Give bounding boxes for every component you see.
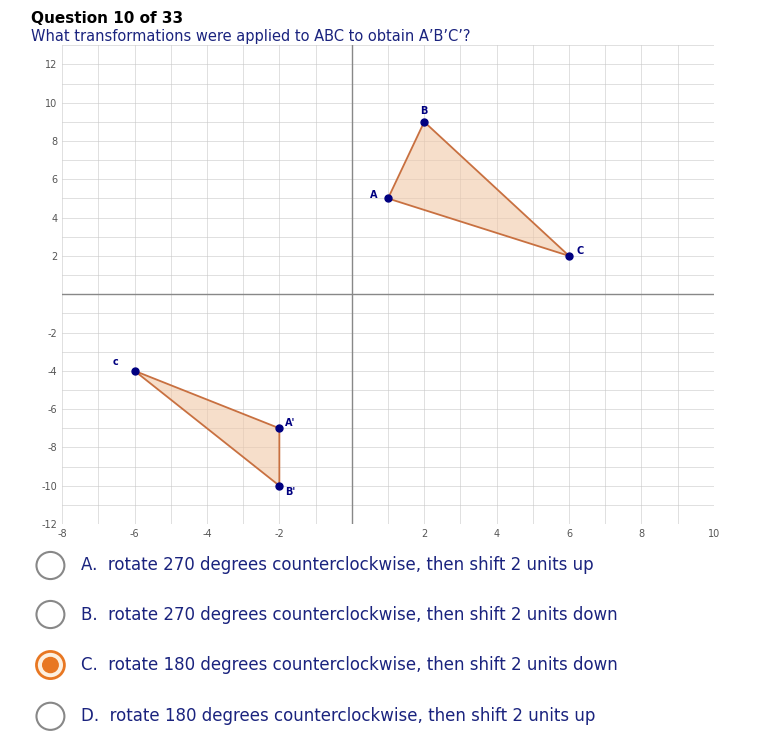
Text: A.  rotate 270 degrees counterclockwise, then shift 2 units up: A. rotate 270 degrees counterclockwise, … [81, 556, 594, 575]
Text: What transformations were applied to ABC to obtain A’B’C’?: What transformations were applied to ABC… [31, 29, 470, 44]
Text: A': A' [285, 418, 295, 428]
Text: B: B [421, 106, 428, 116]
Text: B.  rotate 270 degrees counterclockwise, then shift 2 units down: B. rotate 270 degrees counterclockwise, … [81, 605, 618, 624]
Text: A: A [370, 191, 377, 201]
Text: B': B' [285, 487, 295, 498]
Text: C: C [577, 246, 584, 256]
Text: Question 10 of 33: Question 10 of 33 [31, 11, 183, 26]
Text: C.  rotate 180 degrees counterclockwise, then shift 2 units down: C. rotate 180 degrees counterclockwise, … [81, 656, 618, 674]
Polygon shape [134, 371, 279, 486]
Polygon shape [388, 122, 569, 256]
Text: D.  rotate 180 degrees counterclockwise, then shift 2 units up: D. rotate 180 degrees counterclockwise, … [81, 707, 596, 725]
Text: c: c [113, 357, 119, 367]
